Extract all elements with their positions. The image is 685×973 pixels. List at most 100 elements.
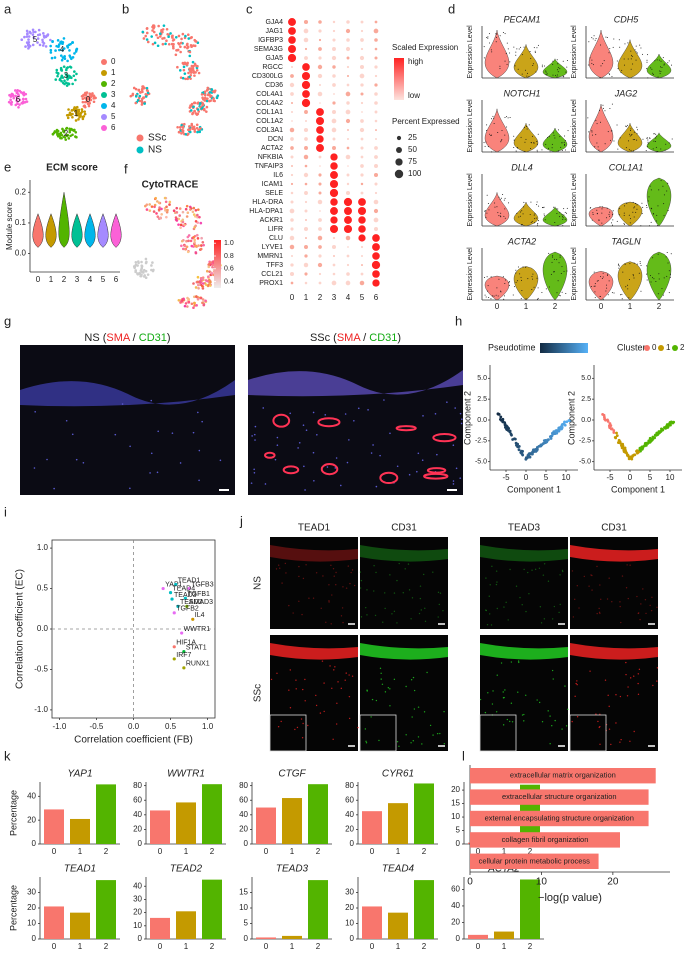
title-part: CD31	[369, 332, 397, 344]
gene-label: SEMA3G	[254, 46, 283, 53]
umap-cell	[187, 239, 190, 243]
cluster-label: 6	[16, 95, 21, 104]
point	[185, 604, 189, 608]
y-tick-label: 40	[27, 791, 36, 800]
gene-label: HLA-DPA1	[249, 208, 283, 215]
umap-cell	[134, 101, 138, 105]
signal	[379, 667, 382, 670]
epidermis	[360, 643, 448, 660]
jitter	[534, 52, 536, 54]
umap-cell	[185, 215, 189, 218]
signal	[340, 615, 343, 617]
point-label: TEAD4	[173, 585, 196, 592]
umap-cell	[194, 208, 198, 212]
jitter	[531, 276, 533, 278]
umap-cell	[66, 116, 70, 120]
x-tick-label: 0	[476, 847, 481, 856]
signal	[558, 611, 560, 614]
umap-cell	[71, 56, 75, 59]
y-tick-label: 0	[350, 934, 355, 943]
jitter	[557, 129, 559, 131]
signal	[359, 587, 362, 589]
y-tick-label: 40	[239, 810, 248, 819]
jitter	[536, 140, 538, 142]
size-key	[396, 147, 402, 153]
jitter	[497, 212, 499, 214]
cell	[253, 433, 256, 436]
signal	[276, 672, 278, 674]
umap-cell	[71, 115, 74, 119]
dot	[347, 129, 349, 131]
cell	[608, 422, 612, 425]
jitter	[592, 38, 594, 40]
dot	[358, 234, 366, 242]
vessel	[317, 417, 341, 428]
signal	[633, 730, 635, 733]
umap-cell	[211, 265, 214, 269]
bar	[44, 906, 64, 939]
umap-cell	[209, 284, 212, 287]
jitter	[501, 139, 503, 141]
umap-cell	[142, 271, 145, 274]
umap-cell	[157, 208, 161, 211]
jitter	[647, 139, 649, 141]
jitter	[591, 219, 593, 221]
signal	[285, 572, 287, 574]
jitter	[515, 51, 517, 53]
umap-cell	[65, 113, 69, 117]
y-tick-label: 20	[345, 903, 354, 912]
vessel	[282, 465, 300, 475]
violin	[646, 251, 672, 301]
dot	[304, 209, 308, 213]
umap-cell	[156, 36, 160, 40]
jitter	[647, 141, 649, 143]
jitter	[543, 213, 545, 215]
umap-cell	[196, 275, 200, 279]
umap-cell	[159, 216, 162, 220]
umap-cell	[207, 278, 211, 282]
jitter	[669, 273, 671, 275]
umap-cell	[72, 74, 76, 78]
signal	[366, 614, 368, 616]
signal	[610, 743, 612, 746]
x-tick-label: 0	[36, 275, 41, 284]
umap-cell	[163, 196, 167, 200]
jitter	[609, 48, 611, 50]
umap-cell	[199, 127, 202, 130]
dot	[291, 102, 293, 104]
x-tick-label: 0	[158, 847, 163, 856]
jitter	[618, 267, 620, 269]
signal	[490, 624, 493, 626]
jitter	[623, 212, 625, 214]
signal	[420, 609, 422, 611]
signal	[576, 716, 579, 718]
vessel	[320, 463, 339, 476]
umap-cell	[180, 244, 183, 248]
signal	[298, 600, 300, 602]
x-tick-label: 2	[210, 942, 215, 951]
jitter	[564, 149, 566, 151]
umap-cell	[200, 93, 204, 96]
jitter	[559, 255, 561, 257]
signal	[275, 568, 278, 570]
bar	[362, 906, 382, 939]
dot	[347, 246, 349, 248]
jitter	[670, 253, 672, 255]
violin	[588, 270, 614, 301]
jitter	[605, 36, 607, 38]
umap-cell	[187, 300, 191, 304]
jitter	[625, 286, 627, 288]
signal	[398, 745, 400, 747]
dot	[317, 91, 323, 97]
jitter	[537, 44, 539, 46]
dot	[346, 254, 350, 258]
umap-cell	[146, 273, 150, 276]
dot	[374, 119, 378, 123]
legend-label: 50	[408, 145, 417, 154]
jitter	[504, 117, 506, 119]
jitter	[487, 202, 489, 204]
size-key	[395, 158, 403, 166]
signal	[438, 603, 440, 606]
dot	[290, 191, 294, 195]
cell	[614, 436, 618, 440]
